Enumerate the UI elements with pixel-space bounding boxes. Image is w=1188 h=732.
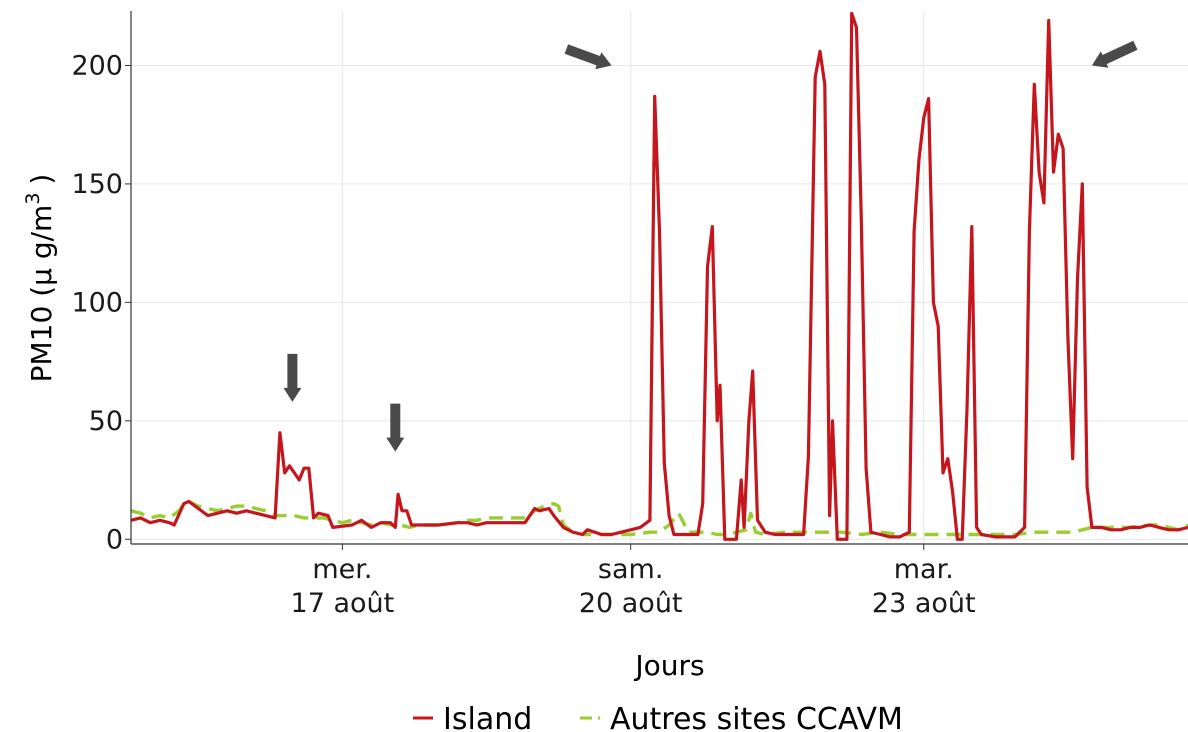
- legend-label-island: Island: [443, 702, 532, 732]
- y-tick-label-2: 100: [71, 287, 123, 318]
- series-lines: [130, 11, 1188, 541]
- x-tick-label-date-2: 23 août: [872, 588, 976, 619]
- y-tick-label-1: 50: [89, 406, 123, 437]
- x-tick-label-day-2: mar.: [894, 554, 954, 585]
- axes: 0 50 100 150 200 mer.17 août sam.20 août mar.23…: [71, 11, 1188, 619]
- annotation-arrow-1: [386, 403, 405, 452]
- annotation-arrow-2: [564, 44, 612, 70]
- annotation-arrow-0: [283, 353, 302, 402]
- annotation-arrow-3: [1091, 40, 1138, 68]
- x-tick-label-date-0: 17 août: [291, 588, 395, 619]
- legend: Island Autres sites CCAVM: [413, 702, 903, 732]
- series-line-island: [130, 11, 1188, 541]
- y-tick-label-4: 200: [71, 50, 123, 81]
- y-tick-label-3: 150: [71, 169, 123, 200]
- y-tick-label-0: 0: [106, 524, 123, 555]
- series-line-autres-sites-ccavm: [130, 499, 1188, 537]
- y-axis-title-main: PM10 (µ g/m: [25, 205, 58, 383]
- annotation-arrows: [283, 40, 1138, 452]
- legend-label-autres: Autres sites CCAVM: [610, 702, 903, 732]
- x-tick-label-day-1: sam.: [598, 554, 664, 585]
- y-axis-title: PM10 (µ g/m3): [22, 174, 58, 383]
- x-tick-label-date-1: 20 août: [579, 588, 683, 619]
- y-axis-title-close: ): [25, 174, 58, 185]
- y-axis-title-superscript: 3: [22, 193, 44, 205]
- x-tick-label-day-0: mer.: [312, 554, 372, 585]
- x-axis-title: Jours: [633, 649, 704, 682]
